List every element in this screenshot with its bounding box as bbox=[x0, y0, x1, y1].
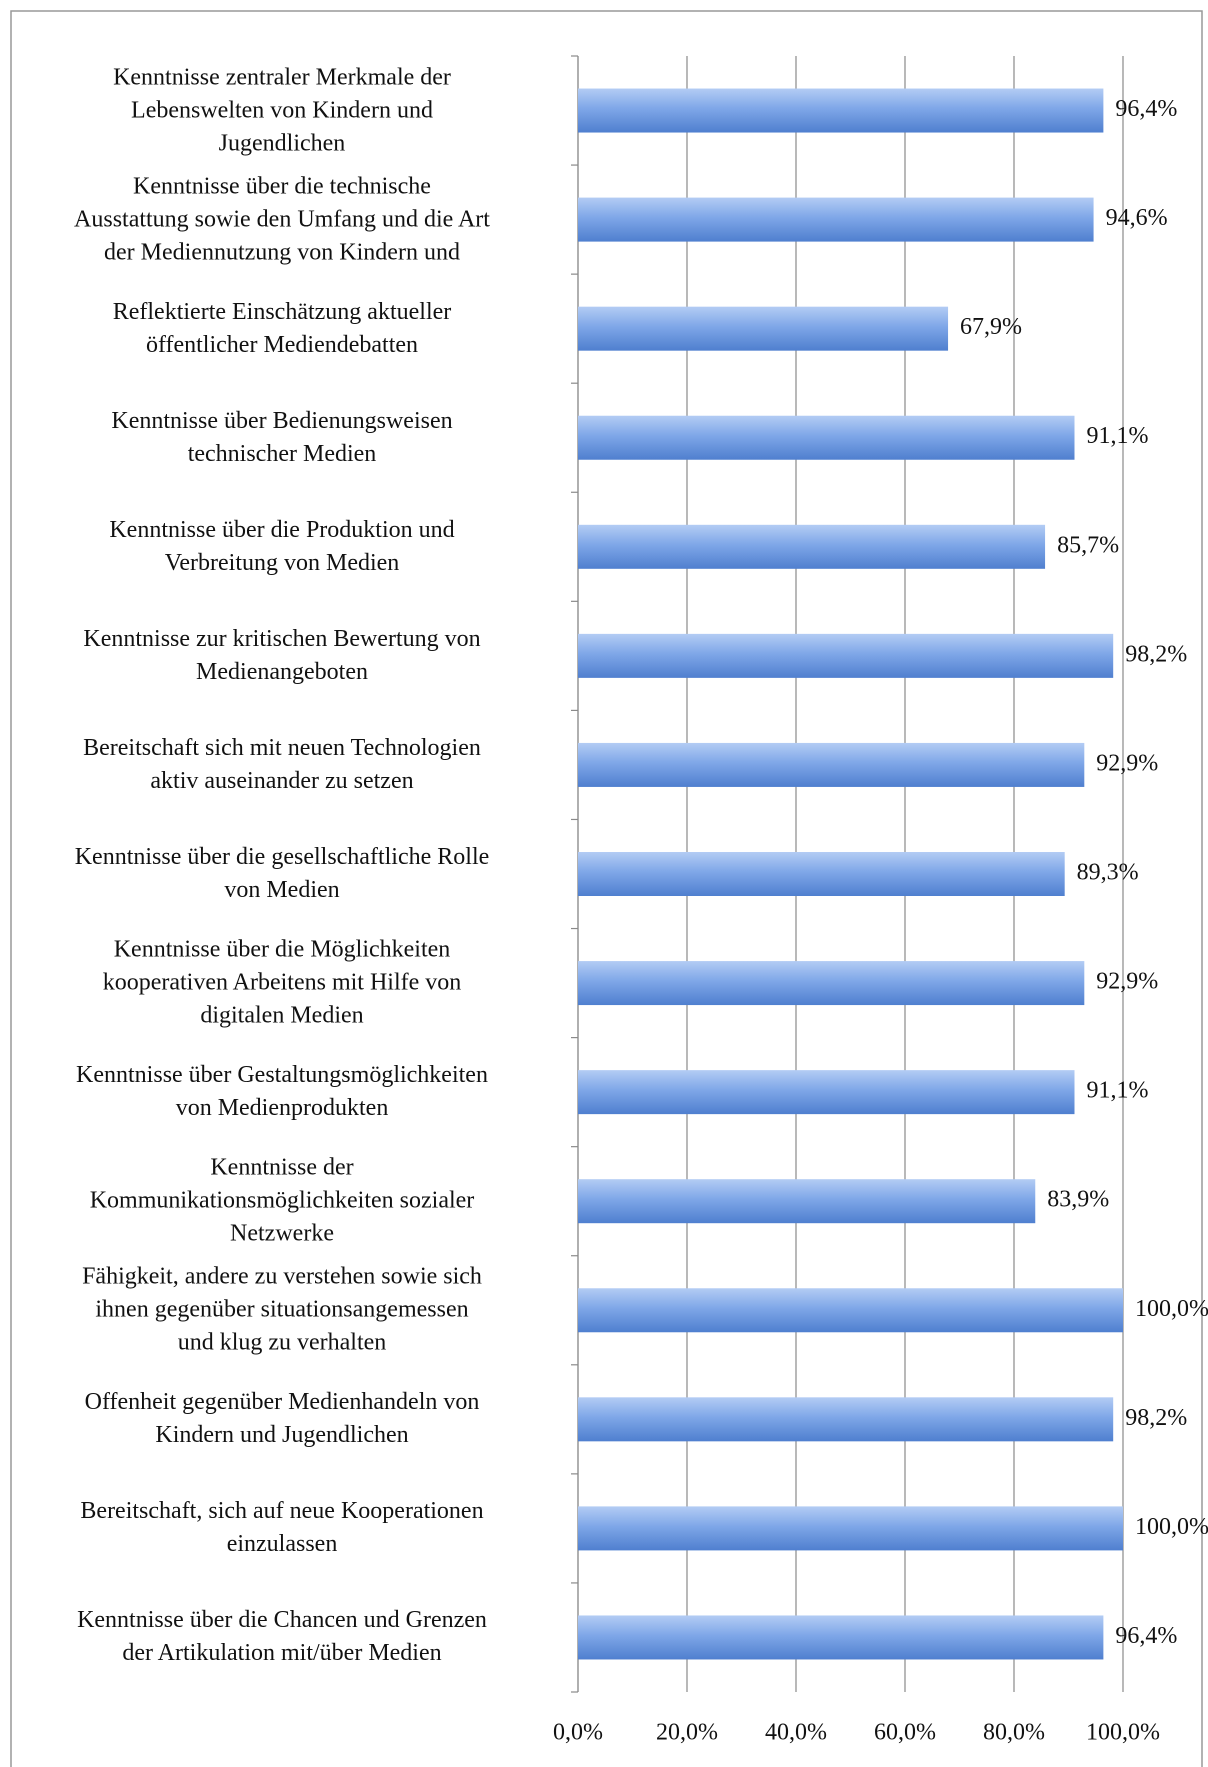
value-label: 100,0% bbox=[1135, 1514, 1208, 1540]
value-label: 91,1% bbox=[1086, 423, 1148, 449]
x-tick-label: 80,0% bbox=[983, 1720, 1045, 1746]
bar bbox=[578, 88, 1104, 133]
category-label: Kenntnisse zur kritischen Bewertung von … bbox=[83, 625, 481, 685]
category-label: Offenheit gegenüber Medienhandeln von Ki… bbox=[84, 1389, 480, 1449]
bar bbox=[578, 1179, 1036, 1224]
category-label: Kenntnisse der Kommunikationsmöglichkeit… bbox=[89, 1154, 475, 1247]
bar bbox=[578, 1288, 1123, 1333]
value-label: 89,3% bbox=[1077, 860, 1139, 886]
frame bbox=[10, 10, 1203, 1767]
bar bbox=[578, 633, 1114, 678]
value-label: 100,0% bbox=[1135, 1296, 1208, 1322]
category-label: Reflektierte Einschätzung aktueller öffe… bbox=[112, 298, 452, 358]
x-tick-label: 60,0% bbox=[874, 1720, 936, 1746]
value-label: 92,9% bbox=[1096, 969, 1158, 995]
value-label: 92,9% bbox=[1096, 750, 1158, 776]
x-tick-label: 20,0% bbox=[656, 1720, 718, 1746]
bar bbox=[578, 1506, 1123, 1551]
bar bbox=[578, 742, 1085, 787]
x-tick-label: 100,0% bbox=[1086, 1720, 1160, 1746]
category-label: Kenntnisse über Gestaltungsmöglichkeiten… bbox=[76, 1062, 488, 1122]
value-label: 96,4% bbox=[1115, 96, 1177, 122]
category-label: Kenntnisse über Bedienungsweisen technis… bbox=[111, 407, 453, 467]
bar bbox=[578, 1397, 1114, 1442]
category-label: Kenntnisse zentraler Merkmale der Lebens… bbox=[113, 64, 451, 157]
value-label: 98,2% bbox=[1125, 1405, 1187, 1431]
category-label: Kenntnisse über die gesellschaftliche Ro… bbox=[74, 844, 490, 903]
bar bbox=[578, 415, 1075, 460]
category-label: Kenntnisse über die Möglichkeiten kooper… bbox=[102, 936, 462, 1029]
bar bbox=[578, 197, 1094, 242]
value-label: 85,7% bbox=[1057, 532, 1119, 558]
category-label: Kenntnisse über die Chancen und Grenzen … bbox=[77, 1607, 487, 1667]
value-label: 96,4% bbox=[1115, 1623, 1177, 1649]
bar bbox=[578, 524, 1046, 569]
value-label: 83,9% bbox=[1047, 1187, 1109, 1213]
category-label: Bereitschaft sich mit neuen Technologien… bbox=[83, 734, 481, 794]
category-label: Kenntnisse über die Produktion und Verbr… bbox=[109, 516, 455, 576]
category-label: Fähigkeit, andere zu verstehen sowie sic… bbox=[82, 1263, 482, 1356]
value-label: 94,6% bbox=[1106, 205, 1168, 231]
bar bbox=[578, 961, 1085, 1006]
bar bbox=[578, 306, 949, 351]
value-label: 98,2% bbox=[1125, 641, 1187, 667]
x-tick-label: 0,0% bbox=[553, 1720, 603, 1746]
bar bbox=[578, 1070, 1075, 1115]
bar bbox=[578, 1615, 1104, 1660]
category-label: Bereitschaft, sich auf neue Kooperatione… bbox=[80, 1498, 484, 1558]
category-label: Kenntnisse über die technische Ausstattu… bbox=[74, 173, 490, 266]
x-tick-label: 40,0% bbox=[765, 1720, 827, 1746]
value-label: 91,1% bbox=[1086, 1078, 1148, 1104]
bar bbox=[578, 852, 1065, 896]
value-label: 67,9% bbox=[960, 314, 1022, 340]
